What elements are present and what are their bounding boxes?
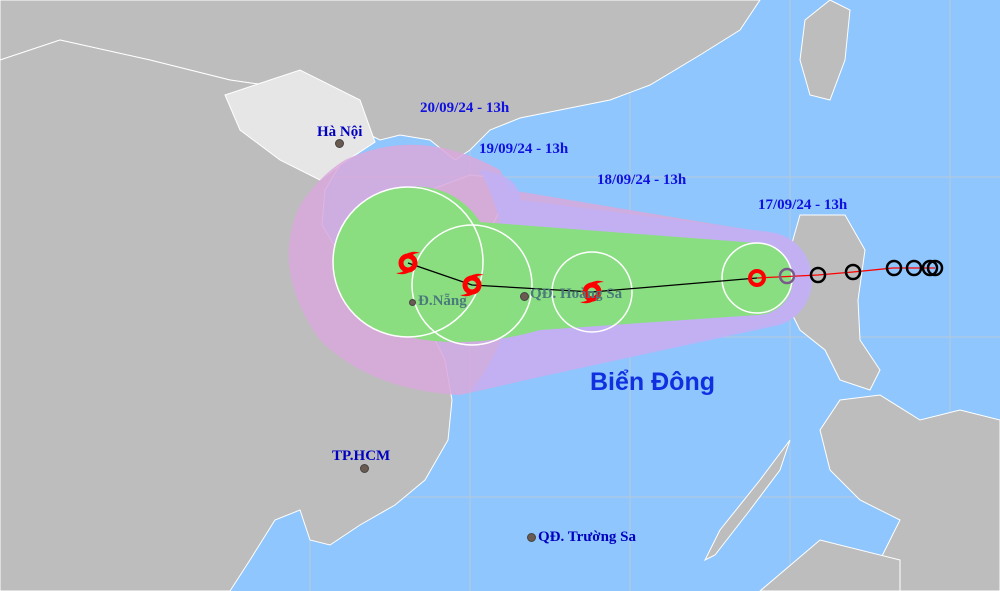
forecast-label-17-09: 17/09/24 - 13h: [758, 197, 848, 213]
sea-name-label: Biển Đông: [590, 368, 715, 396]
hcm-marker: [360, 464, 369, 473]
circle-outline-icon: [809, 266, 827, 284]
palawan-island: [703, 439, 791, 562]
forecast-label-18-09: 18/09/24 - 13h: [597, 172, 687, 188]
hanoi-marker: [335, 139, 344, 148]
philippines-south: [819, 394, 1000, 591]
forecast-label-20-09: 20/09/24 - 13h: [420, 100, 510, 116]
danang-marker: [409, 299, 416, 306]
taiwan-island: [799, 0, 851, 101]
hcm-label: TP.HCM: [332, 448, 391, 464]
circle-outline-icon: [921, 259, 939, 277]
current-position: [748, 269, 766, 287]
past-positions: [778, 259, 944, 285]
truongsa-marker: [527, 533, 536, 542]
forecast-label-19-09: 19/09/24 - 13h: [479, 141, 569, 157]
tropical-storm-icon: [396, 251, 420, 275]
current-storm-icon: [748, 269, 766, 287]
danang-label: Đ.Nẵng: [418, 293, 467, 309]
circle-outline-icon: [778, 267, 796, 285]
circle-outline-icon: [905, 259, 923, 277]
circle-outline-icon: [844, 263, 862, 281]
hoangsa-marker: [520, 292, 529, 301]
hoangsa-label: QĐ. Hoàng Sa: [530, 286, 623, 302]
borneo: [759, 539, 901, 591]
truongsa-label: QĐ. Trường Sa: [538, 529, 637, 545]
forecast-circles: [332, 186, 793, 346]
tropical-storm-icon: [460, 273, 484, 297]
tropical-storm-icon: [580, 280, 604, 304]
circle-outline-icon: [926, 259, 944, 277]
hanoi-label: Hà Nội: [317, 124, 363, 140]
circle-outline-icon: [885, 259, 903, 277]
forecast-track: [407, 262, 758, 293]
